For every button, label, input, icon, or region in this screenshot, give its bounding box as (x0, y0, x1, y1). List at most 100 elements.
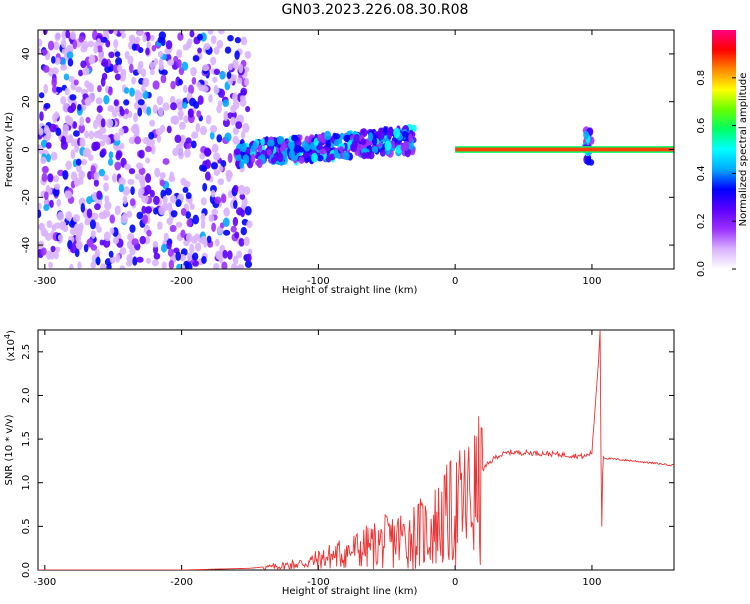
spectrogram-blob (176, 59, 182, 69)
spectrogram-blob (179, 121, 186, 130)
spectrogram-blob (104, 201, 112, 211)
spectrogram-blob (78, 35, 85, 43)
spectrogram-blob (38, 127, 44, 136)
spectrogram-blob (198, 84, 206, 92)
spectrogram-blob (165, 40, 173, 50)
spectrogram-blob (208, 214, 215, 222)
spectrogram-blob (87, 40, 95, 48)
spectrogram-blob (72, 130, 80, 137)
spectrogram-blob (234, 37, 241, 44)
spectrogram-blob (104, 65, 112, 74)
spectrogram-blob (152, 240, 159, 248)
spectrogram-blob (191, 77, 197, 85)
spectrogram-blob (46, 250, 52, 260)
spectrogram-blob (223, 207, 230, 217)
snr-xtick-label: -300 (33, 577, 56, 588)
spectrogram-blob (213, 152, 221, 161)
snr-frame (37, 329, 675, 571)
colorbar-label: Normalized spectral amplitude (738, 73, 749, 227)
spectrogram-xtick-label: 100 (582, 276, 601, 287)
spectrogram-blob (126, 210, 133, 218)
spectrogram-blob (146, 106, 152, 116)
spectrogram-blob (151, 45, 157, 52)
snr-ytick-label: 2.5 (21, 344, 32, 360)
spectrogram-blob (103, 182, 109, 192)
spectrogram-blob (80, 45, 88, 53)
spectrogram-blob (105, 136, 111, 146)
spectrogram-blob (114, 205, 121, 216)
spectrogram-blob (232, 216, 239, 227)
spectrogram-blob (175, 199, 182, 208)
spectrogram-blob (64, 190, 73, 199)
spectrogram-blob (115, 253, 121, 263)
spectrogram-blob (151, 259, 159, 267)
spectrogram-blob (217, 251, 223, 261)
spectrogram-blob (109, 214, 116, 224)
spectrogram-blob (233, 200, 238, 210)
snr-ytick-label: 2.0 (21, 388, 32, 404)
spectrogram-blob (181, 61, 189, 71)
spectrogram-blob (121, 32, 126, 39)
spectrogram-blob (213, 263, 220, 269)
spectrogram-blob (40, 247, 47, 256)
spectrogram-blob (113, 30, 118, 36)
spectrogram-blob (235, 153, 243, 162)
spectrogram-blob (90, 261, 97, 269)
spectrogram-blob (87, 154, 94, 161)
spectrogram-blob (213, 87, 220, 94)
spectrogram-blob (203, 147, 212, 157)
spectrogram-blob (164, 47, 172, 55)
spectrogram-blob (172, 115, 180, 126)
spectrogram-blob (194, 242, 202, 252)
spectrogram-blob (145, 257, 152, 264)
snr-xtick-label: 0 (452, 577, 458, 588)
spectrogram-blob (202, 182, 208, 192)
spectrogram-blob (169, 194, 177, 204)
spectrogram-blob (72, 39, 78, 50)
spectrogram-blob (208, 94, 213, 103)
spectrogram-blob (232, 184, 239, 193)
spectrogram-blob (119, 30, 126, 34)
spectrogram-blob (199, 152, 205, 160)
spectrogram-xtick-label: -300 (33, 276, 56, 287)
spectrogram-blob (368, 132, 374, 142)
spectrogram-blob (288, 149, 295, 159)
spectrogram-blob (364, 151, 372, 159)
spectrogram-blob (130, 186, 135, 196)
spectrogram-blob (191, 252, 199, 261)
spectrogram-blob (41, 172, 48, 183)
spectrogram-blob (44, 232, 52, 241)
spectrogram-blob (99, 140, 106, 147)
spectrogram-blob (402, 140, 410, 151)
spectrogram-blob (232, 59, 239, 70)
spectrogram-blob (131, 124, 139, 134)
spectrogram-blob (185, 137, 192, 145)
spectrogram-blob (207, 30, 214, 35)
spectrogram-blob (157, 50, 164, 58)
spectrogram-blob (82, 67, 90, 76)
spectrogram-blob (149, 119, 156, 127)
spectrogram-blob (43, 204, 50, 212)
spectrogram-blob (191, 235, 198, 244)
spectrogram-blob (244, 77, 250, 87)
spectrogram-blob (53, 41, 60, 51)
spectrogram-blob (189, 203, 195, 210)
spectrogram-blob (217, 30, 225, 35)
colorbar-tick-label: 0.4 (696, 165, 707, 181)
spectrogram-blob (160, 37, 166, 47)
spectrogram-blob (57, 234, 64, 241)
figure-title: GN03.2023.226.08.30.R08 (281, 2, 469, 18)
spectrogram-xtick-label: -200 (170, 276, 193, 287)
spectrogram-blob (100, 118, 106, 128)
spectrogram-blob (185, 232, 193, 243)
spectrogram-blob (183, 84, 188, 93)
snr-ytick-label: 0.5 (21, 518, 32, 534)
snr-ytick-label: 1.0 (21, 475, 32, 491)
spectrogram-blob (107, 105, 115, 113)
spectrogram-blob (342, 151, 350, 161)
spectrogram-blob (141, 193, 149, 204)
spectrogram-blob (68, 75, 75, 83)
spectrogram-blob (343, 134, 350, 142)
spectrogram-blob (233, 148, 241, 156)
spectrogram-blob (227, 250, 233, 260)
